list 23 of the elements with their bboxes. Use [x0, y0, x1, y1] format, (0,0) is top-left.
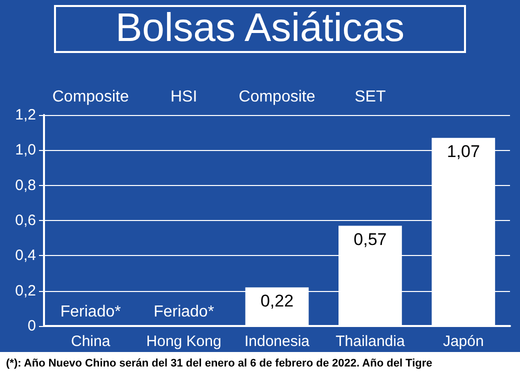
- chart-title: Bolsas Asiáticas: [115, 6, 405, 50]
- text: Composite: [52, 88, 129, 106]
- data-label: 1,07: [446, 142, 480, 161]
- x-tick-label: Thailandia: [336, 333, 406, 350]
- x-tick-label: Japón: [442, 333, 484, 350]
- y-tick-label: 0,4: [15, 247, 36, 264]
- y-tick-label: 0: [28, 318, 36, 334]
- y-tick-label: 0,2: [15, 282, 36, 300]
- data-label: 0,57: [354, 230, 387, 249]
- x-tick-label: Indonesia: [244, 333, 310, 350]
- text: Feriado*: [154, 304, 214, 320]
- x-tick-label: Hong Kong: [146, 333, 222, 350]
- y-tick-label: 0,6: [15, 212, 36, 229]
- text: HSI: [170, 88, 198, 106]
- x-tick-label: China: [71, 333, 111, 350]
- text: (*): Año Nuevo Chino serán del 31 del enero al 6 de febrero de 2022. Año del Tigre: [6, 358, 432, 370]
- text: Composite: [238, 88, 316, 106]
- text: Feriado*: [60, 304, 121, 320]
- y-tick-label: 1,2: [15, 106, 36, 124]
- y-tick-label: 0,8: [15, 176, 36, 194]
- text: SET: [354, 88, 386, 106]
- data-label: 0,22: [260, 291, 294, 310]
- y-tick-label: 1,0: [15, 142, 36, 159]
